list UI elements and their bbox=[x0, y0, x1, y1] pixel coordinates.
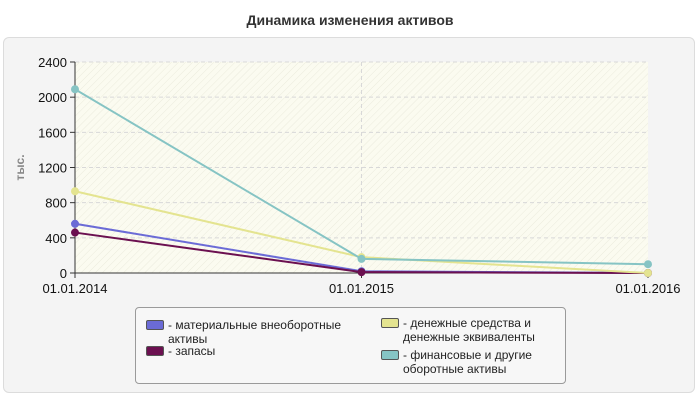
data-point bbox=[71, 85, 79, 94]
legend-label: - финансовые и другие оборотные активы bbox=[403, 348, 532, 376]
y-tick-label: 400 bbox=[45, 231, 67, 246]
y-tick-label: 800 bbox=[45, 196, 67, 211]
legend-label: - запасы bbox=[168, 344, 216, 358]
data-point bbox=[71, 228, 79, 237]
data-point bbox=[644, 260, 652, 269]
y-tick-label: 2000 bbox=[38, 90, 67, 105]
legend-swatch bbox=[381, 350, 399, 360]
data-point bbox=[71, 219, 79, 228]
x-tick-label: 01.01.2016 bbox=[615, 281, 680, 296]
y-tick-label: 1200 bbox=[38, 161, 67, 176]
data-point bbox=[71, 187, 79, 196]
legend-item[interactable]: - денежные средства и денежные эквивален… bbox=[381, 316, 535, 344]
y-tick-label: 1600 bbox=[38, 125, 67, 140]
legend-item[interactable]: - финансовые и другие оборотные активы bbox=[381, 348, 532, 376]
legend-label: - материальные внеоборотные активы bbox=[168, 318, 341, 346]
legend: - материальные внеоборотные активы - зап… bbox=[135, 307, 566, 384]
y-tick-label: 2400 bbox=[38, 55, 67, 70]
chart-title: Динамика изменения активов bbox=[246, 12, 454, 28]
x-tick-label: 01.01.2015 bbox=[329, 281, 394, 296]
data-point bbox=[357, 268, 366, 277]
data-point bbox=[357, 254, 366, 263]
data-point bbox=[644, 269, 652, 277]
legend-label: - денежные средства и денежные эквивален… bbox=[403, 316, 535, 344]
legend-swatch bbox=[381, 318, 399, 328]
legend-swatch bbox=[146, 320, 164, 330]
y-tick-label: 0 bbox=[60, 266, 67, 281]
x-tick-label: 01.01.2014 bbox=[42, 281, 107, 296]
legend-item[interactable]: - материальные внеоборотные активы bbox=[146, 318, 341, 346]
legend-swatch bbox=[146, 346, 164, 356]
y-axis-label: тыс. bbox=[13, 154, 27, 180]
legend-item[interactable]: - запасы bbox=[146, 344, 215, 358]
